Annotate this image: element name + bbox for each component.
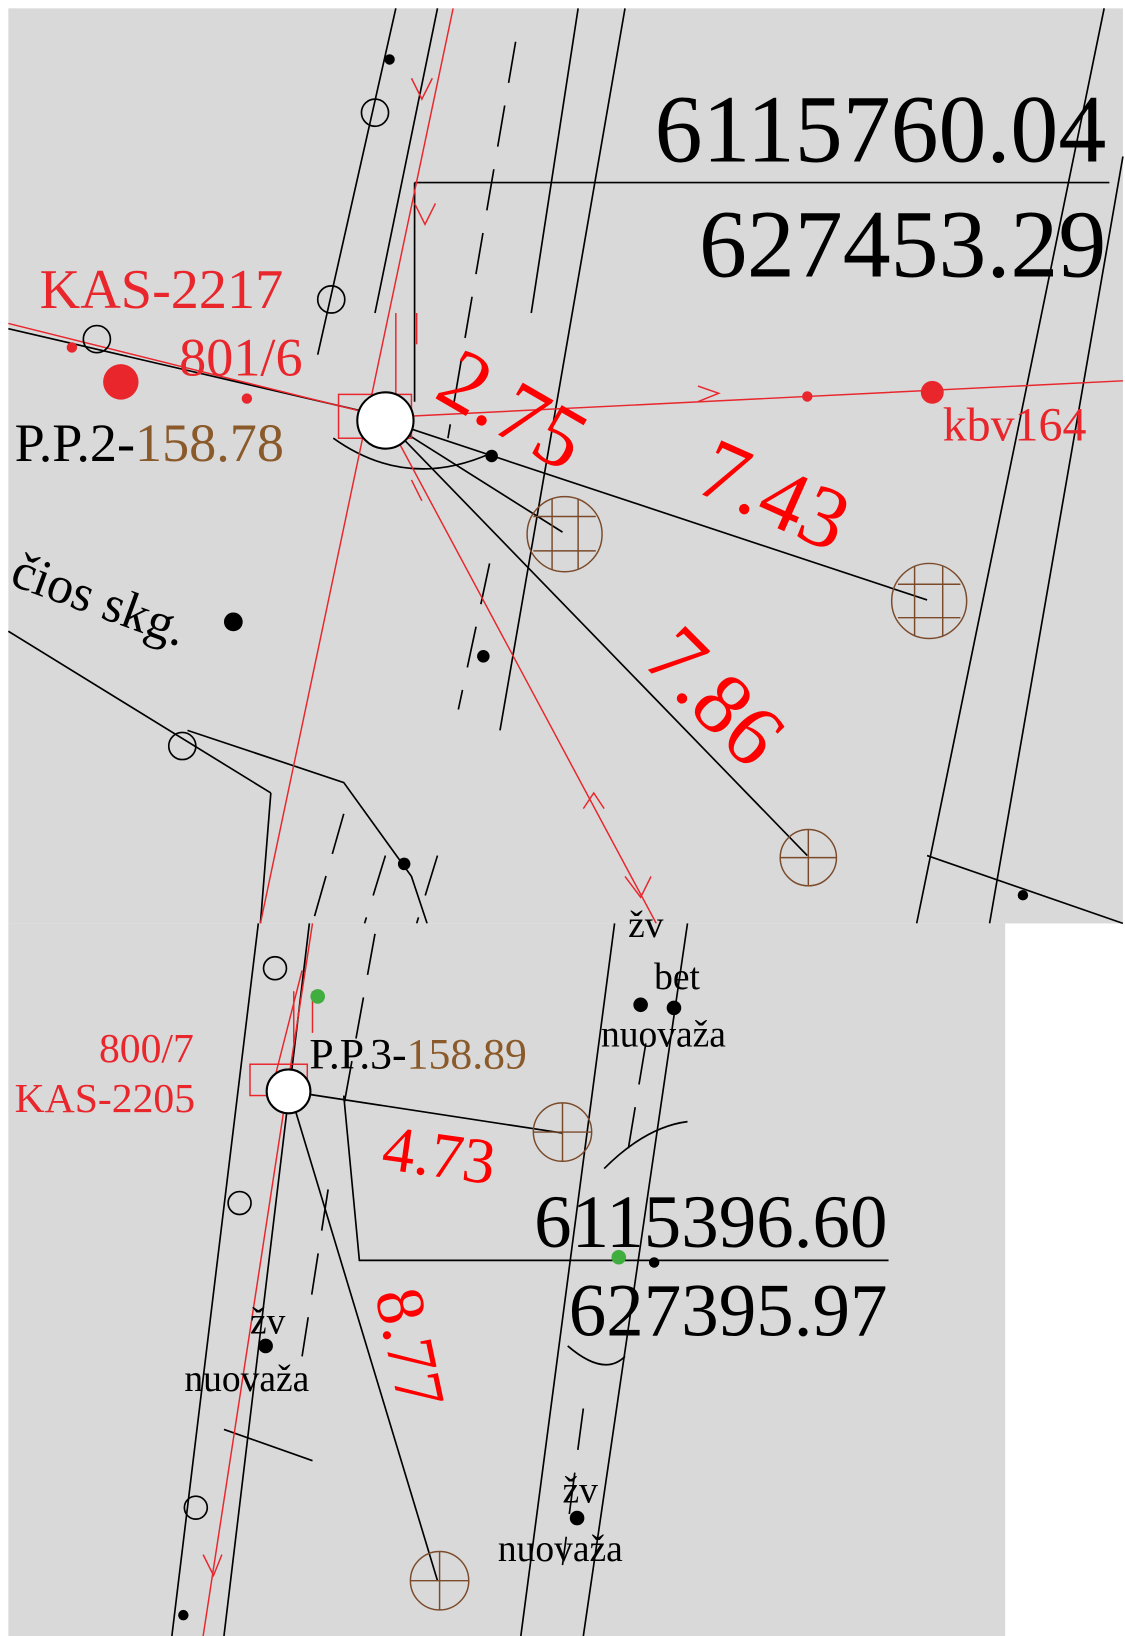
- red-node: [242, 393, 252, 403]
- point-elevation: 158.89: [407, 1030, 527, 1078]
- parcel-label: 801/6: [179, 328, 302, 388]
- red-node: [103, 364, 138, 399]
- coordinate-y: 627453.29: [699, 191, 1106, 297]
- tree: [780, 829, 836, 885]
- note-surface: nuovaža: [601, 1014, 726, 1055]
- red-node: [921, 381, 944, 404]
- well-label: KAS-2217: [40, 259, 284, 321]
- note-kind: žv: [563, 1470, 599, 1511]
- point: [477, 650, 490, 663]
- coordinate-x: 6115396.60: [534, 1181, 887, 1264]
- point: [667, 1001, 682, 1016]
- point-label: P.P.3-158.89: [309, 1030, 527, 1078]
- point-prefix: P.P.3-: [309, 1030, 406, 1078]
- well-label: KAS-2205: [15, 1076, 196, 1122]
- top-panel: 6115760.04 627453.29 KAS-2217 801/6 P.P.…: [4, 8, 1123, 923]
- coordinate-x: 6115760.04: [655, 77, 1107, 183]
- note-kind: žv: [250, 1301, 286, 1342]
- map-view: 6115760.04 627453.29 KAS-2217 801/6 P.P.…: [0, 0, 1125, 1636]
- parcel-label: 800/7: [99, 1026, 194, 1072]
- red-node: [67, 342, 77, 352]
- point: [384, 54, 394, 64]
- point: [1018, 890, 1028, 900]
- coordinate-y: 627395.97: [569, 1269, 888, 1352]
- point: [224, 612, 243, 631]
- red-node: [802, 391, 812, 401]
- manhole: [267, 1069, 311, 1113]
- tree: [410, 1551, 468, 1609]
- tree: [533, 1103, 591, 1161]
- point: [178, 1610, 188, 1620]
- point: [633, 997, 648, 1012]
- point: [570, 1511, 585, 1526]
- note-material: bet: [654, 957, 700, 998]
- manhole: [357, 392, 413, 448]
- bottom-panel: 6115396.60 627395.97 800/7 KAS-2205 P.P.…: [8, 905, 1005, 1636]
- point-elevation: 158.78: [135, 413, 284, 473]
- note-surface: nuovaža: [498, 1529, 623, 1570]
- page: {"top_panel":{"coordinate_x":"6115760.04…: [0, 0, 1125, 1636]
- green-node: [310, 989, 325, 1004]
- point-label: P.P.2-158.78: [15, 413, 284, 473]
- point: [398, 858, 411, 871]
- note-surface: nuovaža: [184, 1359, 309, 1400]
- pipe-label: kbv164: [943, 398, 1087, 451]
- point-prefix: P.P.2-: [15, 413, 135, 473]
- note-kind: žv: [628, 905, 664, 946]
